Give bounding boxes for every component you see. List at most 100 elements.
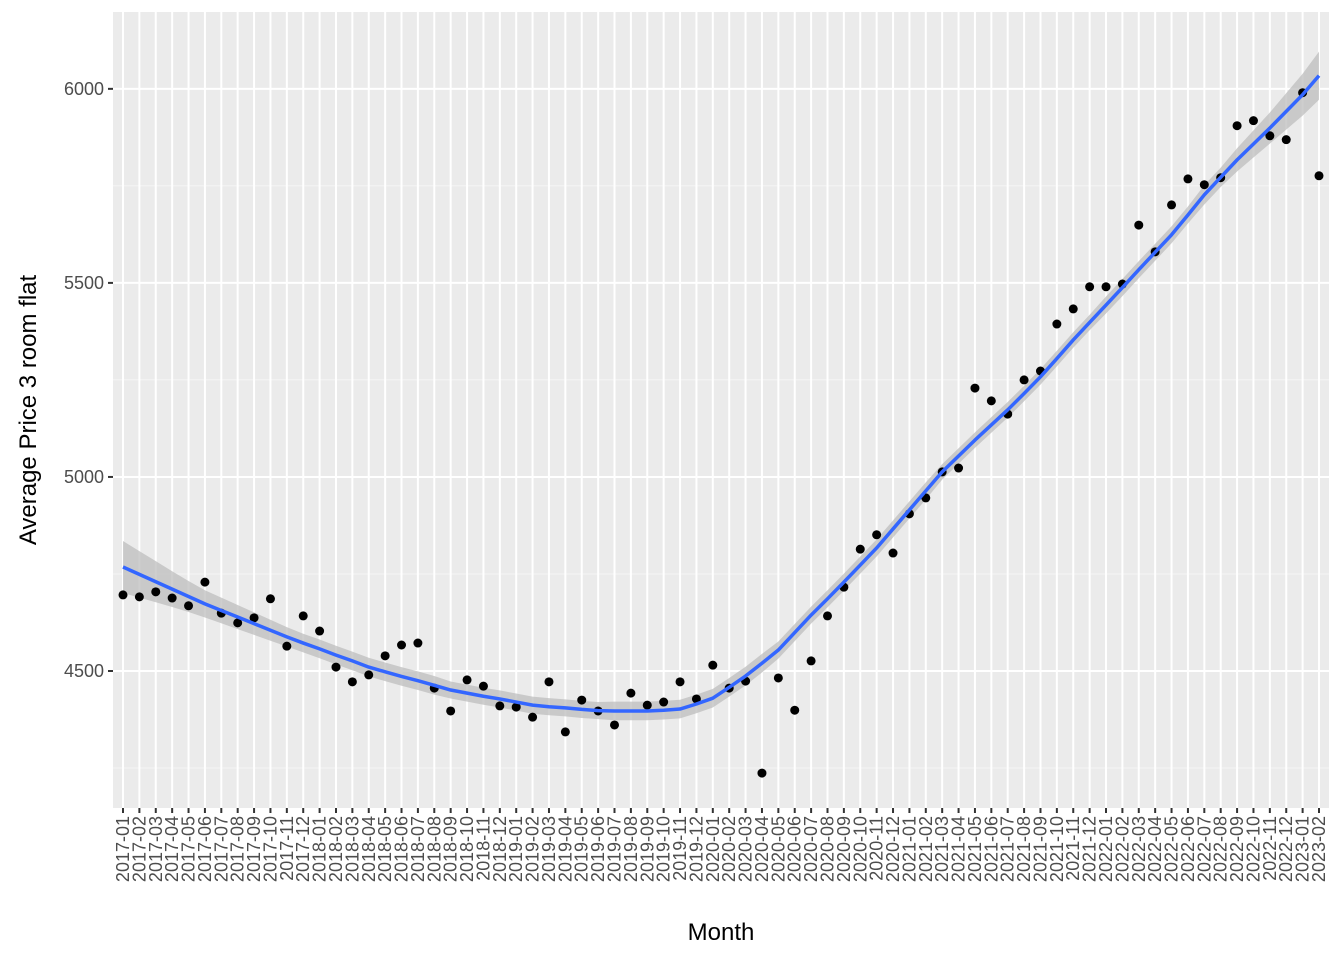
panel-background (113, 12, 1329, 808)
point (610, 720, 620, 730)
x-tick-label: 2020-03 (736, 816, 756, 882)
x-tick-label: 2019-05 (572, 816, 592, 882)
x-tick-label: 2020-08 (817, 816, 837, 882)
x-tick-label: 2022-02 (1112, 816, 1132, 882)
point (511, 702, 521, 712)
point (233, 618, 243, 628)
point (954, 463, 964, 473)
x-tick-label: 2022-03 (1129, 816, 1149, 882)
point (347, 677, 357, 687)
point (1314, 171, 1324, 181)
point (200, 577, 210, 587)
x-tick-label: 2019-09 (637, 816, 657, 882)
point (413, 638, 423, 648)
point (134, 592, 144, 602)
x-axis-label: Month (688, 919, 755, 946)
x-tick-label: 2017-02 (129, 816, 149, 882)
point (1052, 319, 1062, 329)
x-tick-label: 2017-10 (260, 816, 280, 882)
x-tick-label: 2020-01 (703, 816, 723, 882)
point (675, 677, 685, 687)
x-tick-label: 2023-01 (1293, 816, 1313, 882)
point (397, 640, 407, 650)
point (380, 651, 390, 661)
x-tick-label: 2019-11 (670, 816, 690, 881)
x-tick-label: 2018-06 (392, 816, 412, 882)
point (986, 396, 996, 406)
point (478, 681, 488, 691)
x-tick-label: 2021-01 (899, 816, 919, 882)
x-tick-label: 2021-05 (965, 816, 985, 882)
x-tick-label: 2017-04 (162, 816, 182, 882)
point (642, 700, 652, 710)
point (626, 688, 636, 698)
x-tick-label: 2018-05 (375, 816, 395, 882)
point (364, 670, 374, 680)
point (1183, 174, 1193, 184)
x-tick-label: 2019-12 (686, 816, 706, 882)
point (315, 626, 325, 636)
point (1085, 282, 1095, 292)
y-tick-label: 6000 (64, 79, 104, 99)
x-tick-label: 2018-03 (342, 816, 362, 882)
x-tick-label: 2017-05 (179, 816, 199, 882)
x-tick-label: 2019-08 (621, 816, 641, 882)
x-tick-label: 2020-11 (867, 816, 887, 881)
x-tick-label: 2020-06 (785, 816, 805, 882)
point (1068, 304, 1078, 314)
point (577, 695, 587, 705)
point (872, 530, 882, 540)
x-tick-label: 2019-04 (555, 816, 575, 882)
x-tick-label: 2020-02 (719, 816, 739, 882)
x-tick-label: 2018-10 (457, 816, 477, 882)
x-tick-label: 2019-07 (605, 816, 625, 882)
x-tick-label: 2018-08 (424, 816, 444, 882)
x-tick-label: 2021-09 (1030, 816, 1050, 882)
point (528, 712, 538, 722)
point (806, 656, 816, 666)
point (184, 601, 194, 611)
x-tick-label: 2020-04 (752, 816, 772, 882)
x-tick-label: 2017-08 (228, 816, 248, 882)
x-tick-label: 2020-05 (768, 816, 788, 882)
x-tick-label: 2018-04 (359, 816, 379, 882)
x-tick-label: 2019-03 (539, 816, 559, 882)
point (970, 383, 980, 393)
point (855, 544, 865, 554)
point (265, 594, 275, 604)
point (1019, 375, 1029, 385)
x-tick-label: 2021-06 (981, 816, 1001, 882)
x-tick-label: 2020-12 (883, 816, 903, 882)
point (118, 590, 128, 600)
x-tick-label: 2019-06 (588, 816, 608, 882)
x-tick-label: 2022-05 (1162, 816, 1182, 882)
x-tick-label: 2019-01 (506, 816, 526, 882)
x-tick-label: 2021-04 (949, 816, 969, 882)
x-tick-label: 2023-02 (1309, 816, 1329, 882)
x-tick-label: 2017-06 (195, 816, 215, 882)
y-tick-label: 5500 (64, 273, 104, 293)
point (691, 694, 701, 704)
point (790, 705, 800, 715)
point (544, 677, 554, 687)
point (773, 673, 783, 683)
point (1134, 220, 1144, 230)
x-tick-label: 2017-09 (244, 816, 264, 882)
smooth-line (122, 74, 1321, 713)
x-tick-label: 2017-07 (211, 816, 231, 882)
point (1248, 116, 1258, 126)
y-tick-label: 4500 (64, 661, 104, 681)
x-tick-label: 2017-03 (146, 816, 166, 882)
x-tick-label: 2022-09 (1227, 816, 1247, 882)
x-tick-label: 2021-11 (1063, 816, 1083, 881)
x-tick-label: 2022-04 (1145, 816, 1165, 882)
x-tick-label: 2017-11 (277, 816, 297, 881)
point (1101, 282, 1111, 292)
x-tick-label: 2018-12 (490, 816, 510, 882)
x-tick-label: 2019-10 (654, 816, 674, 882)
x-tick-label: 2018-11 (473, 816, 493, 881)
x-tick-label: 2019-02 (523, 816, 543, 882)
x-tick-label: 2022-12 (1276, 816, 1296, 882)
point (659, 697, 669, 707)
x-tick-label: 2020-10 (850, 816, 870, 882)
